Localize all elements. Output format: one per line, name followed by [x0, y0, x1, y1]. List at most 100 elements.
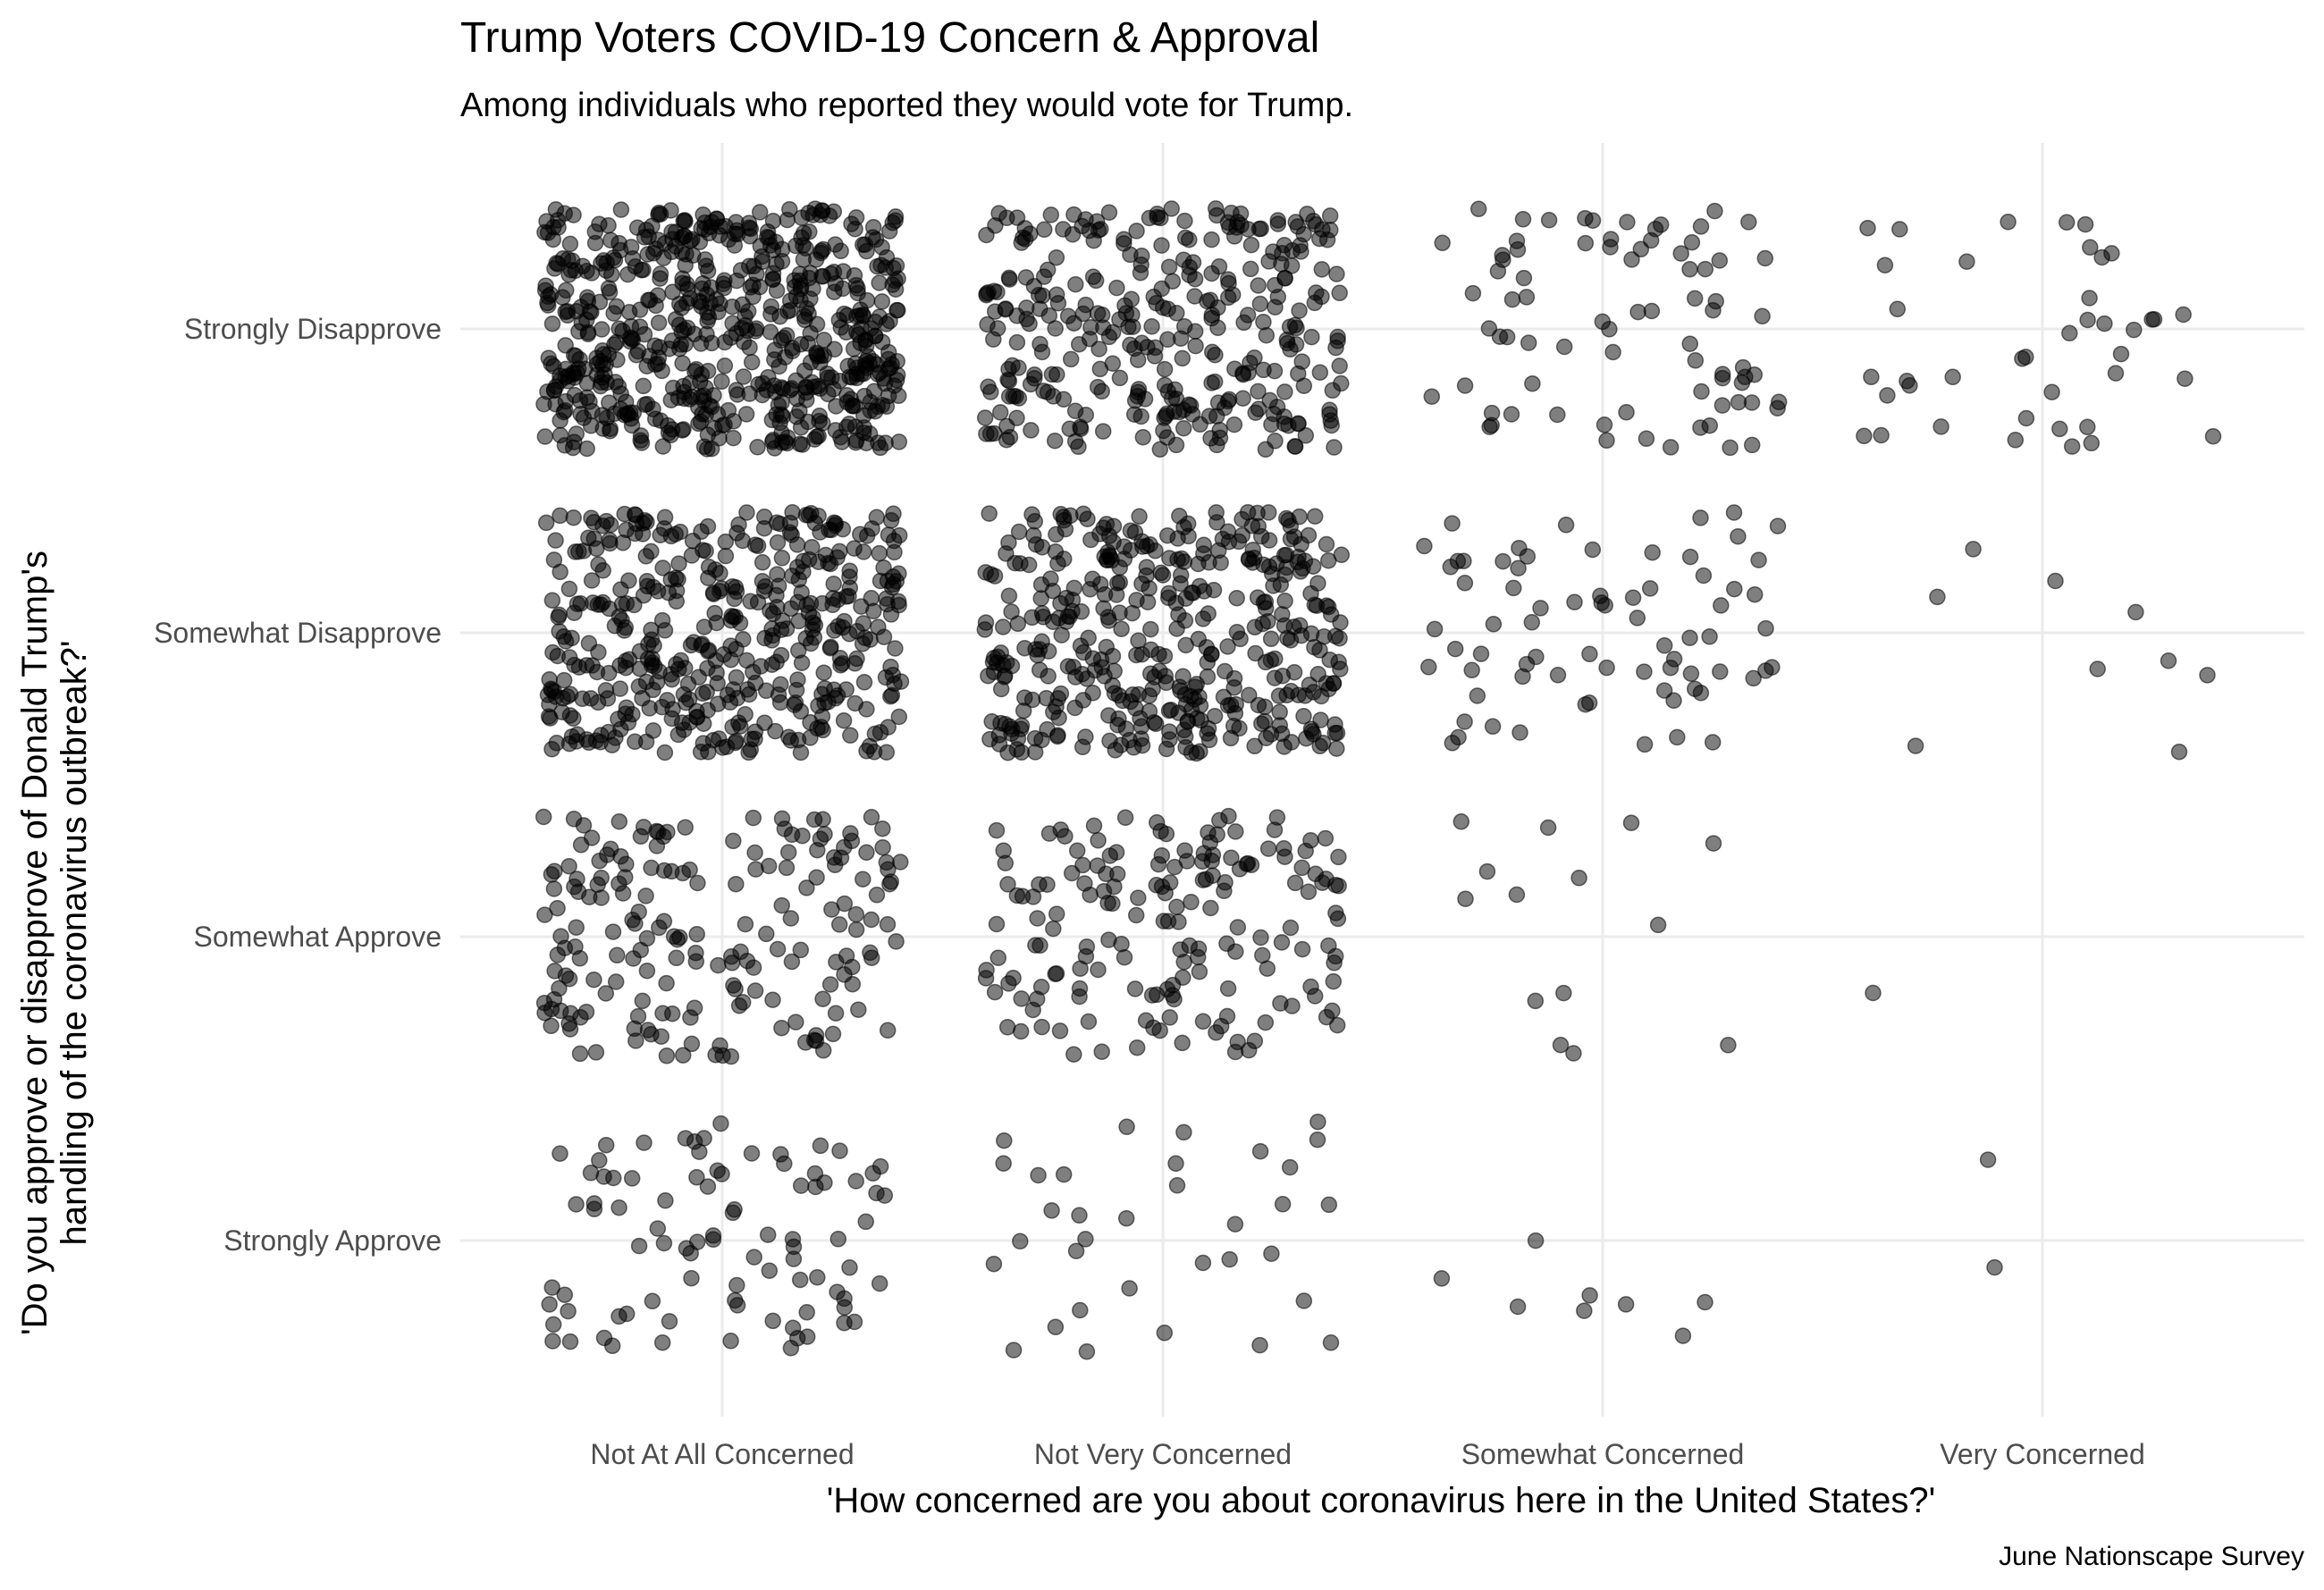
data-point	[587, 732, 605, 749]
data-point	[1641, 580, 1659, 597]
data-point	[779, 844, 797, 861]
data-point	[1891, 221, 1908, 238]
data-point	[1581, 645, 1598, 663]
data-point	[1290, 365, 1307, 383]
data-point	[862, 944, 879, 962]
data-point	[656, 622, 674, 639]
data-point	[1642, 231, 1660, 249]
data-point	[995, 842, 1012, 859]
data-point	[552, 507, 568, 525]
data-point	[1681, 261, 1698, 278]
data-point	[847, 209, 865, 226]
data-point	[1889, 300, 1907, 318]
data-point	[1053, 627, 1070, 644]
data-point	[1096, 668, 1113, 685]
data-point	[984, 653, 1002, 671]
data-point	[1259, 612, 1276, 630]
chart-title: Trump Voters COVID-19 Concern & Approval	[460, 14, 1319, 62]
data-point	[1134, 428, 1152, 446]
data-point	[868, 887, 886, 904]
data-point	[772, 621, 790, 638]
data-point	[1624, 589, 1642, 606]
data-point	[671, 340, 688, 358]
data-point	[836, 1314, 853, 1332]
data-point	[568, 871, 585, 888]
data-point	[1225, 679, 1242, 696]
data-point	[1262, 630, 1280, 648]
data-point	[1206, 373, 1224, 391]
data-point	[1511, 539, 1528, 557]
data-point	[1321, 401, 1338, 419]
data-point	[1063, 864, 1081, 882]
data-point	[733, 319, 751, 337]
data-point	[1191, 577, 1208, 595]
data-point	[1186, 288, 1203, 305]
data-point	[826, 341, 843, 358]
data-point	[656, 744, 674, 761]
data-point	[998, 417, 1015, 435]
data-point	[1055, 1165, 1073, 1183]
data-point	[754, 554, 771, 571]
data-point	[1098, 865, 1115, 883]
data-point	[1518, 289, 1536, 306]
data-point	[1714, 397, 1731, 414]
data-point	[637, 888, 654, 904]
data-point	[1873, 426, 1890, 444]
data-point	[1638, 430, 1655, 448]
data-point	[1118, 1118, 1135, 1136]
data-point	[582, 690, 600, 707]
data-point	[661, 1313, 678, 1330]
data-point	[725, 681, 742, 698]
data-point	[1128, 223, 1145, 240]
data-point	[688, 1169, 705, 1186]
data-point	[824, 1025, 842, 1043]
data-point	[646, 410, 664, 427]
data-point	[632, 432, 649, 449]
data-point	[1100, 204, 1118, 221]
data-point	[854, 635, 872, 652]
data-point	[1048, 286, 1065, 303]
data-point	[1000, 388, 1018, 405]
data-point	[544, 1316, 562, 1333]
data-point	[1191, 697, 1209, 714]
data-point	[1125, 739, 1142, 756]
data-point	[1046, 432, 1064, 450]
data-point	[1257, 441, 1275, 458]
data-point	[644, 245, 662, 262]
data-point	[1713, 597, 1730, 614]
data-point	[1317, 829, 1335, 847]
data-point	[1540, 212, 1558, 229]
data-point	[880, 350, 897, 368]
data-point	[779, 434, 796, 452]
data-point	[1740, 214, 1757, 231]
data-point	[771, 515, 789, 533]
data-point	[980, 378, 997, 395]
data-point	[1707, 292, 1724, 310]
data-point	[652, 270, 669, 287]
data-point	[729, 225, 746, 243]
data-point	[1259, 960, 1276, 977]
data-point	[1039, 261, 1057, 279]
data-point	[545, 880, 563, 897]
data-point	[743, 353, 761, 371]
data-point	[1173, 550, 1191, 568]
data-point	[1006, 554, 1023, 572]
data-point	[1174, 349, 1191, 367]
data-point	[782, 910, 800, 927]
data-point	[637, 222, 655, 239]
data-point	[713, 373, 730, 391]
data-point	[743, 1145, 761, 1162]
data-point	[1692, 419, 1709, 436]
data-point	[1214, 530, 1232, 548]
data-point	[820, 554, 837, 572]
data-point	[712, 1037, 728, 1055]
data-point	[1000, 587, 1018, 604]
data-point	[1251, 1336, 1268, 1354]
data-point	[1191, 963, 1208, 980]
data-point	[735, 368, 753, 385]
data-point	[675, 721, 693, 738]
data-point	[1318, 535, 1335, 553]
data-point	[643, 1025, 660, 1043]
data-point	[1181, 258, 1199, 276]
data-point	[1090, 832, 1107, 849]
